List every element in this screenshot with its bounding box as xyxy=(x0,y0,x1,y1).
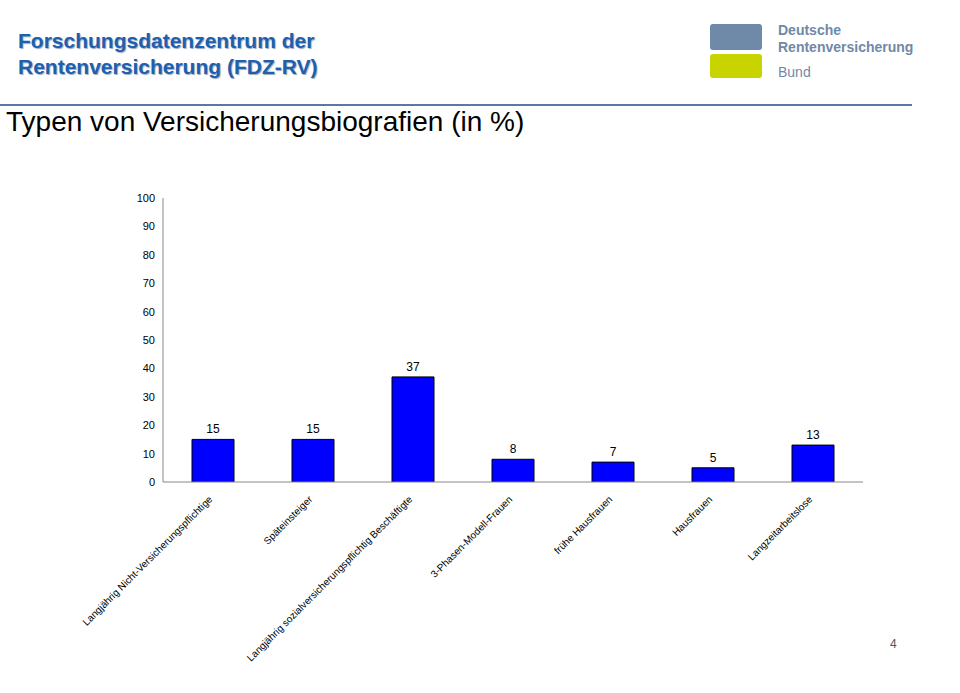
svg-text:Langjährig sozialversicherungs: Langjährig sozialversicherungspflichtig … xyxy=(245,493,415,663)
svg-text:frühe Hausfrauen: frühe Hausfrauen xyxy=(552,494,614,556)
svg-text:0: 0 xyxy=(149,476,155,488)
svg-text:60: 60 xyxy=(143,306,155,318)
html-text:Deutsche: Deutsche xyxy=(778,22,841,38)
svg-text:50: 50 xyxy=(143,334,155,346)
svg-text:Langzeitarbeitslose: Langzeitarbeitslose xyxy=(746,493,815,562)
html-text:Bund: Bund xyxy=(778,64,811,80)
svg-text:37: 37 xyxy=(406,360,420,374)
html-text:4: 4 xyxy=(890,637,897,651)
svg-text:40: 40 xyxy=(143,362,155,374)
svg-text:7: 7 xyxy=(610,445,617,459)
svg-text:30: 30 xyxy=(143,391,155,403)
svg-text:70: 70 xyxy=(143,277,155,289)
html-text:Forschungsdatenzentrum der: Forschungsdatenzentrum der xyxy=(18,29,315,52)
svg-text:15: 15 xyxy=(306,422,320,436)
svg-text:100: 100 xyxy=(137,192,155,204)
svg-text:10: 10 xyxy=(143,448,155,460)
svg-text:90: 90 xyxy=(143,220,155,232)
html-text:Rentenversicherung (FDZ-RV): Rentenversicherung (FDZ-RV) xyxy=(18,55,318,78)
svg-text:20: 20 xyxy=(143,419,155,431)
svg-text:Hausfrauen: Hausfrauen xyxy=(670,494,714,538)
svg-text:13: 13 xyxy=(806,428,820,442)
svg-text:80: 80 xyxy=(143,249,155,261)
svg-text:8: 8 xyxy=(510,442,517,456)
svg-text:3-Phasen-Modell-Frauen: 3-Phasen-Modell-Frauen xyxy=(428,494,514,580)
svg-text:Späteinsteiger: Späteinsteiger xyxy=(261,493,314,546)
svg-text:15: 15 xyxy=(206,422,220,436)
svg-text:Langjährig Nicht-Versicherungs: Langjährig Nicht-Versicherungspflichtige xyxy=(80,493,214,627)
svg-text:5: 5 xyxy=(710,451,717,465)
html-text:Typen von Versicherungsbiograf: Typen von Versicherungsbiografien (in %) xyxy=(6,106,525,137)
html-text:Rentenversicherung: Rentenversicherung xyxy=(778,39,914,55)
